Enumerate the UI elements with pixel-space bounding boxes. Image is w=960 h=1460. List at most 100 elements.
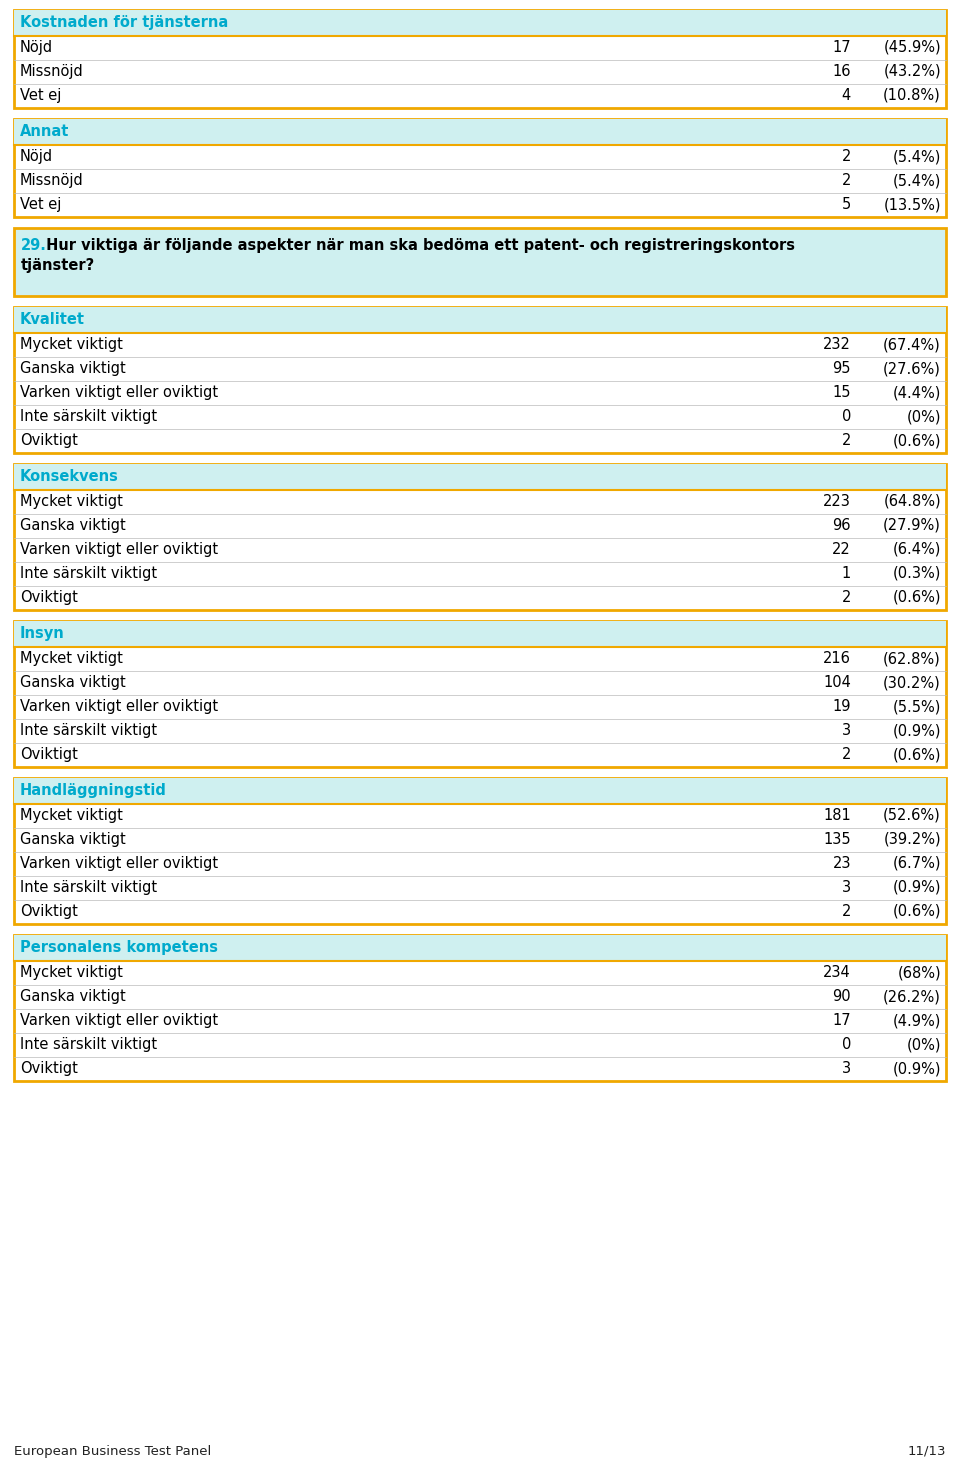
Text: (10.8%): (10.8%) xyxy=(883,88,941,104)
Text: Varken viktigt eller oviktigt: Varken viktigt eller oviktigt xyxy=(20,699,218,714)
Bar xyxy=(14,120,946,145)
Text: 216: 216 xyxy=(823,651,851,666)
Text: Annat: Annat xyxy=(20,124,69,139)
Text: (0.6%): (0.6%) xyxy=(893,748,941,762)
Text: 181: 181 xyxy=(824,807,851,823)
Text: (0.9%): (0.9%) xyxy=(893,880,941,895)
Text: (6.4%): (6.4%) xyxy=(893,542,941,558)
Text: (62.8%): (62.8%) xyxy=(883,651,941,666)
Bar xyxy=(14,620,946,766)
Text: Konsekvens: Konsekvens xyxy=(20,469,119,485)
Text: (43.2%): (43.2%) xyxy=(883,64,941,79)
Text: (0.9%): (0.9%) xyxy=(893,1061,941,1076)
Text: Varken viktigt eller oviktigt: Varken viktigt eller oviktigt xyxy=(20,856,218,872)
Text: Mycket viktigt: Mycket viktigt xyxy=(20,493,123,510)
Text: Handläggningstid: Handläggningstid xyxy=(20,783,167,799)
Text: (13.5%): (13.5%) xyxy=(883,197,941,212)
Text: (39.2%): (39.2%) xyxy=(883,832,941,847)
Text: Ganska viktigt: Ganska viktigt xyxy=(20,518,126,533)
Text: 223: 223 xyxy=(823,493,851,510)
Bar xyxy=(14,620,946,647)
Bar xyxy=(14,778,946,924)
Text: Nöjd: Nöjd xyxy=(20,39,53,55)
Text: (45.9%): (45.9%) xyxy=(883,39,941,55)
Text: Missnöjd: Missnöjd xyxy=(20,172,84,188)
Text: Nöjd: Nöjd xyxy=(20,149,53,164)
Text: 2: 2 xyxy=(842,172,851,188)
Text: Oviktigt: Oviktigt xyxy=(20,904,78,918)
Text: 0: 0 xyxy=(842,1037,851,1053)
Text: European Business Test Panel: European Business Test Panel xyxy=(14,1445,211,1459)
Text: Missnöjd: Missnöjd xyxy=(20,64,84,79)
Text: 17: 17 xyxy=(832,1013,851,1028)
Bar xyxy=(14,464,946,610)
Text: (64.8%): (64.8%) xyxy=(883,493,941,510)
Text: (5.4%): (5.4%) xyxy=(893,149,941,164)
Text: Mycket viktigt: Mycket viktigt xyxy=(20,651,123,666)
Text: (0.6%): (0.6%) xyxy=(893,904,941,918)
Text: 5: 5 xyxy=(842,197,851,212)
Text: Insyn: Insyn xyxy=(20,626,64,641)
Text: (4.4%): (4.4%) xyxy=(893,385,941,400)
Text: (4.9%): (4.9%) xyxy=(893,1013,941,1028)
Text: (52.6%): (52.6%) xyxy=(883,807,941,823)
Text: (0%): (0%) xyxy=(906,409,941,423)
Text: 232: 232 xyxy=(823,337,851,352)
Bar xyxy=(14,934,946,1080)
Text: (6.7%): (6.7%) xyxy=(893,856,941,872)
Text: 135: 135 xyxy=(824,832,851,847)
Bar xyxy=(14,307,946,333)
Text: 2: 2 xyxy=(842,434,851,448)
Text: Mycket viktigt: Mycket viktigt xyxy=(20,807,123,823)
Text: 15: 15 xyxy=(832,385,851,400)
Text: 2: 2 xyxy=(842,149,851,164)
Text: 29.: 29. xyxy=(21,238,47,253)
Text: 234: 234 xyxy=(824,965,851,980)
Text: Inte särskilt viktigt: Inte särskilt viktigt xyxy=(20,723,157,737)
Text: Varken viktigt eller oviktigt: Varken viktigt eller oviktigt xyxy=(20,1013,218,1028)
Text: Mycket viktigt: Mycket viktigt xyxy=(20,965,123,980)
Text: Varken viktigt eller oviktigt: Varken viktigt eller oviktigt xyxy=(20,542,218,558)
Text: (0.3%): (0.3%) xyxy=(893,566,941,581)
Text: Ganska viktigt: Ganska viktigt xyxy=(20,361,126,377)
Text: Kvalitet: Kvalitet xyxy=(20,312,85,327)
Text: 96: 96 xyxy=(832,518,851,533)
Text: (26.2%): (26.2%) xyxy=(883,988,941,1004)
Text: Oviktigt: Oviktigt xyxy=(20,434,78,448)
Text: 3: 3 xyxy=(842,880,851,895)
Text: 1: 1 xyxy=(842,566,851,581)
Text: 22: 22 xyxy=(832,542,851,558)
Text: (0.6%): (0.6%) xyxy=(893,590,941,604)
Text: (0%): (0%) xyxy=(906,1037,941,1053)
Text: Inte särskilt viktigt: Inte särskilt viktigt xyxy=(20,880,157,895)
Text: (5.5%): (5.5%) xyxy=(893,699,941,714)
Text: (5.4%): (5.4%) xyxy=(893,172,941,188)
Text: (68%): (68%) xyxy=(898,965,941,980)
Text: 90: 90 xyxy=(832,988,851,1004)
Text: Vet ej: Vet ej xyxy=(20,88,61,104)
Bar xyxy=(14,228,946,296)
Text: tjänster?: tjänster? xyxy=(21,258,95,273)
Text: (27.9%): (27.9%) xyxy=(883,518,941,533)
Bar xyxy=(14,778,946,804)
Text: (30.2%): (30.2%) xyxy=(883,675,941,691)
Bar xyxy=(14,464,946,491)
Text: 0: 0 xyxy=(842,409,851,423)
Text: (0.6%): (0.6%) xyxy=(893,434,941,448)
Text: Ganska viktigt: Ganska viktigt xyxy=(20,832,126,847)
Text: Oviktigt: Oviktigt xyxy=(20,748,78,762)
Text: Kostnaden för tjänsterna: Kostnaden för tjänsterna xyxy=(20,15,228,31)
Text: Mycket viktigt: Mycket viktigt xyxy=(20,337,123,352)
Text: Oviktigt: Oviktigt xyxy=(20,1061,78,1076)
Bar xyxy=(14,934,946,961)
Text: 23: 23 xyxy=(832,856,851,872)
Text: Hur viktiga är följande aspekter när man ska bedöma ett patent- och registrering: Hur viktiga är följande aspekter när man… xyxy=(41,238,795,253)
Text: 16: 16 xyxy=(832,64,851,79)
Text: 4: 4 xyxy=(842,88,851,104)
Bar xyxy=(14,120,946,218)
Text: Ganska viktigt: Ganska viktigt xyxy=(20,675,126,691)
Text: Varken viktigt eller oviktigt: Varken viktigt eller oviktigt xyxy=(20,385,218,400)
Text: Inte särskilt viktigt: Inte särskilt viktigt xyxy=(20,1037,157,1053)
Text: 2: 2 xyxy=(842,748,851,762)
Text: 2: 2 xyxy=(842,590,851,604)
